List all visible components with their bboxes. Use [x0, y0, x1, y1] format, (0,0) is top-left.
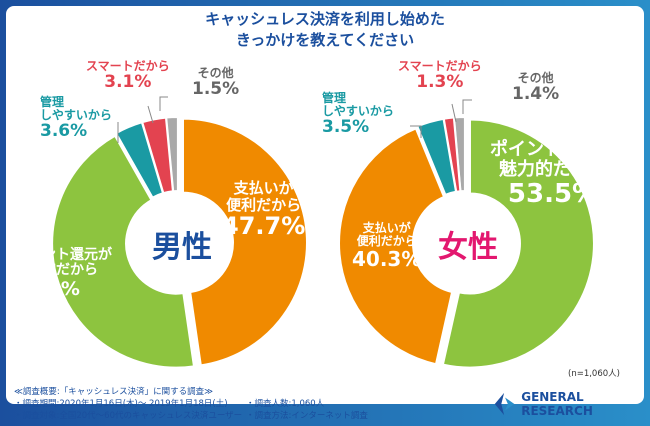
label-male-other: その他 1.5% — [192, 66, 240, 100]
chart-title: キャッシュレス決済を利用し始めた きっかけを教えてください — [0, 9, 650, 51]
footer-left: ≪調査概要:「キャッシュレス決済」に関する調査≫ ・調査期間:2020年1月16日… — [14, 387, 243, 421]
donut-hole — [128, 193, 228, 293]
label-male-manage: 管理 しやすいから 3.6% — [40, 95, 112, 142]
label-female-smart: スマートだから 1.3% — [398, 59, 482, 93]
pie-slice-male-point — [51, 134, 196, 369]
logo: GENERAL RESEARCH — [492, 390, 650, 418]
logo-text: GENERAL RESEARCH — [521, 390, 593, 418]
pie-slice-male-smart — [141, 116, 175, 195]
label-male-smart: スマートだから 3.1% — [86, 59, 170, 93]
pie-slice-male-manage — [114, 121, 165, 200]
label-female-manage: 管理 しやすいから 3.5% — [322, 91, 394, 138]
donut-hole — [415, 193, 515, 293]
sample-size: (n=1,060人) — [568, 369, 620, 379]
center-label-female: 女性 — [438, 230, 498, 265]
center-label-male: 男性 — [152, 230, 212, 265]
label-female-point: ポイント還元が 魅力的だから 53.5% — [490, 139, 616, 209]
pie-slice-female-pay — [338, 127, 454, 366]
pie-slice-female-manage — [416, 117, 458, 197]
title-line: きっかけを教えてください — [235, 31, 415, 49]
footer-right: ・調査人数:1,060人 ・調査方法:インターネット調査 — [246, 399, 368, 421]
pie-slice-male-pay — [181, 117, 308, 367]
label-male-point: ポイント還元が 魅力的だから 44.1% — [14, 247, 112, 300]
label-male-pay: 支払いが 便利だから 47.7% — [222, 179, 306, 240]
label-female-pay: 支払いが 便利だから 40.3% — [352, 221, 422, 272]
logo-icon — [494, 392, 515, 416]
pie-slice-female-point — [441, 118, 595, 369]
label-female-other: その他 1.4% — [512, 71, 560, 105]
title-line: キャッシュレス決済を利用し始めた — [205, 10, 445, 28]
